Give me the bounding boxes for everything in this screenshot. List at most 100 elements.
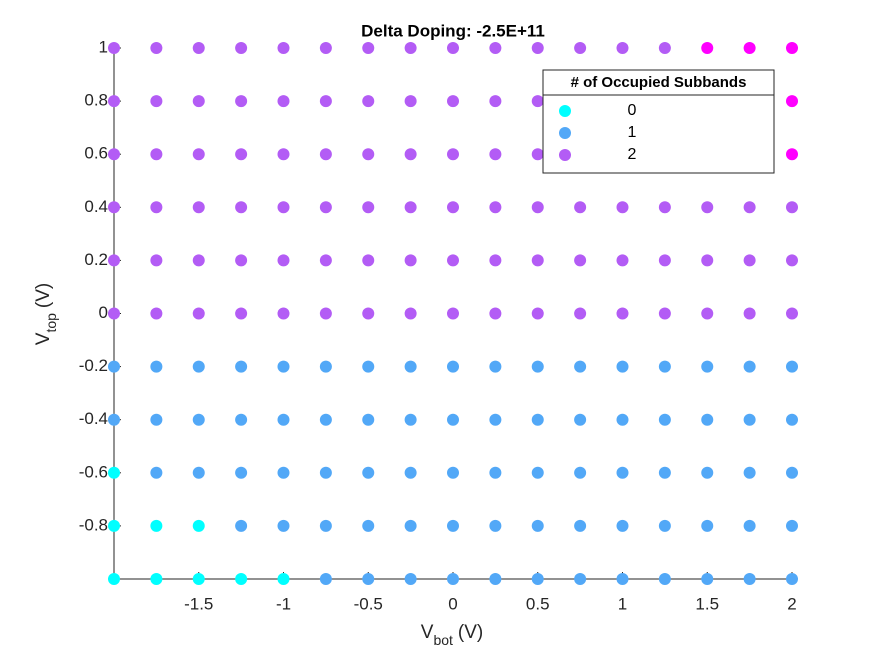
point xyxy=(574,307,587,320)
y-tick-label: -0.8 xyxy=(79,515,108,534)
point xyxy=(616,254,629,267)
point xyxy=(362,573,375,585)
point xyxy=(319,466,332,479)
point xyxy=(489,519,502,532)
point xyxy=(743,413,756,426)
point xyxy=(531,573,544,585)
point xyxy=(786,201,798,214)
point xyxy=(192,42,205,54)
point xyxy=(574,360,587,373)
point xyxy=(108,254,120,267)
point xyxy=(277,95,290,108)
point xyxy=(319,148,332,161)
y-axis-label: Vtop (V) xyxy=(33,283,59,345)
point xyxy=(362,360,375,373)
point xyxy=(108,201,120,214)
point xyxy=(531,466,544,479)
y-label-unit: (V) xyxy=(33,283,54,308)
point xyxy=(574,42,587,54)
point xyxy=(616,413,629,426)
point xyxy=(574,413,587,426)
point xyxy=(362,466,375,479)
point xyxy=(108,519,120,532)
point xyxy=(277,254,290,267)
point xyxy=(616,360,629,373)
x-tick-label: 0 xyxy=(448,594,457,613)
point xyxy=(489,573,502,585)
point xyxy=(574,254,587,267)
point xyxy=(404,307,417,320)
point xyxy=(319,573,332,585)
point xyxy=(235,148,248,161)
point xyxy=(531,95,544,108)
y-tick-label: -0.4 xyxy=(79,409,108,428)
point xyxy=(150,413,163,426)
point xyxy=(192,573,205,585)
point xyxy=(192,254,205,267)
point xyxy=(150,95,163,108)
point xyxy=(743,573,756,585)
point xyxy=(235,42,248,54)
point xyxy=(489,413,502,426)
point xyxy=(489,254,502,267)
point xyxy=(150,201,163,214)
x-tick-label: 2 xyxy=(787,594,796,613)
point xyxy=(743,201,756,214)
point xyxy=(319,307,332,320)
point xyxy=(743,360,756,373)
y-tick-label: 0.4 xyxy=(84,197,108,216)
point xyxy=(404,42,417,54)
y-label-sub: top xyxy=(43,313,59,333)
point xyxy=(786,466,798,479)
point xyxy=(404,360,417,373)
x-label-main: V xyxy=(421,622,434,643)
point xyxy=(192,307,205,320)
point xyxy=(616,573,629,585)
point xyxy=(447,519,459,532)
y-label-main: V xyxy=(33,332,54,345)
point xyxy=(786,307,798,320)
point xyxy=(277,42,290,54)
point xyxy=(150,466,163,479)
point xyxy=(108,413,120,426)
point xyxy=(531,254,544,267)
point xyxy=(531,360,544,373)
point xyxy=(277,466,290,479)
legend-marker xyxy=(559,149,571,161)
x-axis-label: Vbot (V) xyxy=(421,622,483,648)
point xyxy=(786,42,798,54)
point xyxy=(192,148,205,161)
point xyxy=(108,148,120,161)
point xyxy=(489,95,502,108)
point xyxy=(362,254,375,267)
point xyxy=(658,413,671,426)
x-tick-label: 0.5 xyxy=(526,594,550,613)
point xyxy=(658,360,671,373)
point xyxy=(531,519,544,532)
point xyxy=(108,573,120,585)
legend-label: 0 xyxy=(628,102,637,119)
point xyxy=(616,307,629,320)
point xyxy=(362,307,375,320)
point xyxy=(108,307,120,320)
point xyxy=(362,413,375,426)
y-tick-label: 1 xyxy=(99,37,108,56)
point xyxy=(319,42,332,54)
point xyxy=(235,307,248,320)
point xyxy=(531,148,544,161)
point xyxy=(150,148,163,161)
y-tick-label: 0.8 xyxy=(84,91,108,110)
point xyxy=(616,519,629,532)
point xyxy=(574,201,587,214)
point xyxy=(319,413,332,426)
point xyxy=(362,42,375,54)
point xyxy=(447,95,459,108)
point xyxy=(108,42,120,54)
point xyxy=(404,519,417,532)
point xyxy=(531,413,544,426)
point xyxy=(489,466,502,479)
point xyxy=(404,573,417,585)
point xyxy=(235,360,248,373)
point xyxy=(404,201,417,214)
